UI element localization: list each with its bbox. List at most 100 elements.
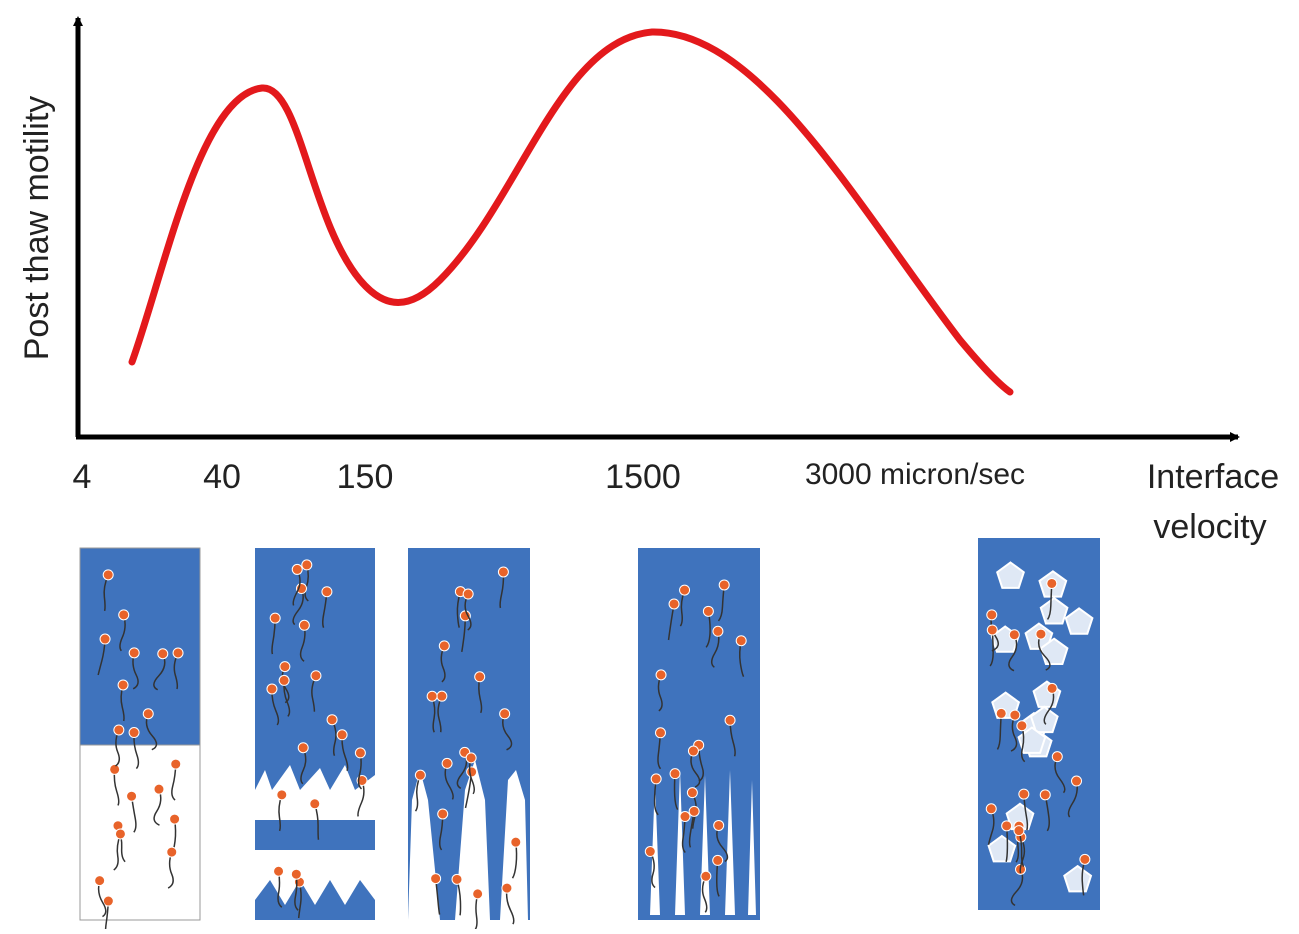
sperm-tail xyxy=(1020,725,1026,763)
sperm-head xyxy=(170,758,182,770)
sperm-tail xyxy=(673,773,679,811)
sperm-head xyxy=(291,563,303,575)
sperm-tail xyxy=(653,778,659,816)
sperm-head xyxy=(142,708,154,720)
sperm-tail xyxy=(996,713,1002,750)
sperm-tail xyxy=(103,574,109,612)
sperm-head xyxy=(114,828,126,840)
sperm-head xyxy=(269,612,281,624)
sperm-tail xyxy=(357,780,365,817)
sperm-head xyxy=(128,727,140,739)
sperm-head xyxy=(438,640,450,652)
sperm-tail xyxy=(1081,859,1086,896)
sperm-head xyxy=(700,870,712,882)
ice-region xyxy=(79,744,201,921)
sperm-head xyxy=(113,724,125,736)
sperm-tail xyxy=(104,901,110,934)
sperm-head xyxy=(1039,789,1051,801)
x-tick-label: 3000 micron/sec xyxy=(805,458,1025,491)
sperm-head xyxy=(679,811,691,823)
sperm-head xyxy=(414,769,426,781)
sperm-tail xyxy=(314,803,320,840)
sperm-head xyxy=(321,586,333,598)
sperm-head xyxy=(644,846,656,858)
sperm-tail xyxy=(438,813,444,851)
sperm-head xyxy=(118,609,130,621)
sperm-tail xyxy=(456,591,462,628)
sperm-head xyxy=(266,683,278,695)
sperm-head xyxy=(354,747,366,759)
sperm-tail xyxy=(1008,634,1018,672)
sperm-head xyxy=(309,798,321,810)
sperm-tail xyxy=(113,833,122,871)
sperm-head xyxy=(117,679,129,691)
sperm-tail xyxy=(1018,830,1025,868)
sperm-head xyxy=(290,868,302,880)
sperm-tail xyxy=(119,614,126,652)
sperm-tail xyxy=(431,696,436,733)
ice-crystal xyxy=(1039,637,1069,665)
sperm-head xyxy=(718,579,730,591)
sperm-head xyxy=(688,805,700,817)
sperm-tail xyxy=(97,638,106,676)
sperm-tail xyxy=(341,734,349,772)
sperm-head xyxy=(310,670,322,682)
sperm-tail xyxy=(1046,583,1053,620)
sperm-tail xyxy=(1005,825,1009,863)
sperm-head xyxy=(986,624,998,636)
sperm-tail xyxy=(667,603,675,641)
sperm-head xyxy=(686,787,698,799)
sperm-head xyxy=(985,803,997,815)
panels xyxy=(79,538,1100,934)
sperm-tail xyxy=(321,591,328,629)
sperm-head xyxy=(1016,720,1028,732)
sperm-head xyxy=(436,690,448,702)
sperm-tail xyxy=(697,745,705,782)
sperm-tail xyxy=(499,571,505,609)
sperm-head xyxy=(437,808,449,820)
x-axis-label: Interface xyxy=(1147,458,1279,496)
sperm-tail xyxy=(468,757,476,795)
sperm-head xyxy=(712,854,724,866)
x-tick-label: 1500 xyxy=(605,458,681,496)
sperm-tail xyxy=(171,764,177,801)
sperm-head xyxy=(102,895,114,907)
sperm-tail xyxy=(357,752,363,790)
sperm-head xyxy=(278,674,290,686)
ice-crystal xyxy=(1017,726,1047,754)
sperm-tail xyxy=(989,629,994,667)
sperm-head xyxy=(441,757,453,769)
sperm-head xyxy=(472,888,484,900)
sperm-head xyxy=(128,647,140,659)
sperm-head xyxy=(510,836,522,848)
x-tick-label: 150 xyxy=(337,458,394,496)
sperm-tail xyxy=(283,680,291,717)
sperm-tail xyxy=(271,618,276,655)
sperm-head xyxy=(99,633,111,645)
ice-crystal xyxy=(987,834,1017,863)
sperm-tail xyxy=(281,666,290,704)
sperm-head xyxy=(166,846,178,858)
sperm-tail xyxy=(1037,633,1051,671)
sperm-tail xyxy=(649,851,656,889)
sperm-tail xyxy=(478,676,483,714)
sperm-tail xyxy=(173,652,179,690)
sperm-tail xyxy=(167,851,174,889)
sperm-head xyxy=(668,598,680,610)
sperm-tail xyxy=(153,788,162,826)
sperm-tail xyxy=(271,688,280,726)
sperm-tail xyxy=(1023,794,1029,831)
sperm-tail xyxy=(679,589,686,627)
sperm-tail xyxy=(300,747,307,785)
sperm-tail xyxy=(414,774,422,812)
sperm-tail xyxy=(292,569,301,606)
sperm-head xyxy=(650,773,662,785)
sperm-head xyxy=(1079,853,1091,865)
sperm-tail xyxy=(130,796,137,833)
sperm-tail xyxy=(474,893,479,931)
sperm-head xyxy=(724,714,736,726)
sperm-head xyxy=(336,729,348,741)
sperm-tail xyxy=(437,695,443,733)
sperm-tail xyxy=(688,811,695,848)
sperm-tail xyxy=(710,631,720,668)
